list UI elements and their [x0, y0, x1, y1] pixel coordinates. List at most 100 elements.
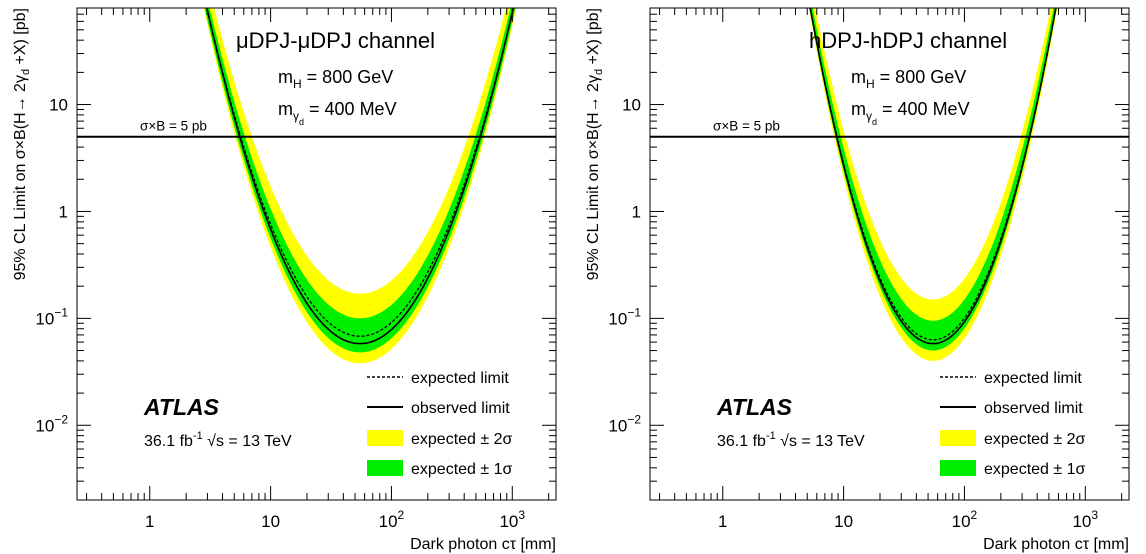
x-tick-label: 10 — [261, 512, 280, 531]
experiment-label: ATLAS — [716, 394, 793, 420]
y-tick-label: 10 — [622, 96, 641, 115]
luminosity-value: 36.1 fb — [717, 433, 766, 450]
y-tick-label: 10−1 — [608, 305, 641, 328]
higgs-mass-label: mH = 800 GeV — [278, 67, 393, 91]
y-tick-label-exp: −2 — [627, 412, 641, 426]
x-tick-label-text: 1 — [718, 512, 727, 531]
luminosity-label: 36.1 fb-1 √s = 13 TeV — [144, 430, 292, 450]
legend-label: expected ± 1σ — [411, 461, 513, 478]
y-tick-label-text: 1 — [59, 202, 68, 221]
channel-label: μDPJ-μDPJ channel — [236, 28, 435, 53]
y-tick-label: 1 — [632, 202, 641, 221]
y-tick-label: 10−1 — [35, 305, 68, 328]
legend-label: expected limit — [411, 370, 509, 387]
energy-value: √s = 13 TeV — [780, 433, 865, 450]
x-tick-label-base: 10 — [952, 512, 971, 531]
plot-area — [203, 8, 517, 364]
axis-ticks — [77, 7, 556, 501]
x-tick-label: 103 — [1072, 508, 1098, 531]
x-tick-label-text: 10 — [834, 512, 853, 531]
x-tick-label: 10 — [834, 512, 853, 531]
experiment-label: ATLAS — [143, 394, 220, 420]
legend-label: expected ± 1σ — [984, 461, 1086, 478]
legend-label: observed limit — [984, 400, 1083, 417]
legend-label: expected ± 2σ — [984, 431, 1086, 448]
y-tick-label-exp: −1 — [627, 305, 641, 319]
y-tick-label: 10 — [49, 96, 68, 115]
x-axis-title: Dark photon cτ [mm] — [983, 536, 1129, 553]
higgs-mass-sub: H — [293, 77, 302, 91]
higgs-mass-symbol: m — [278, 67, 293, 87]
x-tick-label-exp: 2 — [398, 508, 405, 522]
dark-photon-mass-value: = 400 MeV — [304, 99, 397, 119]
x-tick-label: 102 — [952, 508, 978, 531]
x-tick-label-base: 10 — [499, 512, 518, 531]
plot-area — [808, 8, 1058, 361]
y-tick-label-base: 10 — [608, 416, 627, 435]
y-tick-label-exp: −2 — [54, 412, 68, 426]
higgs-mass-value: = 800 GeV — [875, 67, 967, 87]
x-tick-label-exp: 2 — [971, 508, 978, 522]
y-tick-label-exp: −1 — [54, 305, 68, 319]
dark-photon-mass-sub: γ — [866, 109, 872, 123]
higgs-mass-label: mH = 800 GeV — [851, 67, 966, 91]
y-tick-label: 1 — [59, 202, 68, 221]
dark-photon-mass-subsub: d — [299, 117, 304, 127]
legend-swatch-band — [940, 430, 976, 446]
y-axis-title: 95% CL Limit on σ×B(H→ 2γd +X) [pb] — [12, 8, 32, 280]
y-axis-title: 95% CL Limit on σ×B(H→ 2γd +X) [pb] — [585, 8, 605, 280]
x-tick-label-exp: 3 — [518, 508, 525, 522]
y-axis-title-pre: 95% CL Limit on σ×B(H→ 2γ — [12, 75, 29, 280]
y-axis-title-post: +X) [pb] — [585, 8, 602, 69]
luminosity-label: 36.1 fb-1 √s = 13 TeV — [717, 430, 865, 450]
expected-2sigma-band — [203, 8, 517, 364]
legend-label: expected limit — [984, 370, 1082, 387]
reference-line-label: σ×B = 5 pb — [713, 119, 780, 134]
dark-photon-mass-value: = 400 MeV — [877, 99, 970, 119]
luminosity-value: 36.1 fb — [144, 433, 193, 450]
dark-photon-mass-subsub: d — [872, 117, 877, 127]
y-tick-label: 10−2 — [608, 412, 641, 435]
x-tick-label: 1 — [145, 512, 154, 531]
legend: expected limit observed limit expected ± 2… — [367, 370, 513, 478]
expected-2sigma-band — [808, 8, 1058, 361]
y-axis-title-sub: d — [593, 69, 605, 75]
x-tick-label: 102 — [379, 508, 405, 531]
luminosity-exp: -1 — [193, 430, 203, 442]
observed-limit-line — [206, 8, 515, 345]
x-tick-label-text: 1 — [145, 512, 154, 531]
dark-photon-mass-symbol: m — [278, 99, 293, 119]
y-axis-title-post: +X) [pb] — [12, 8, 29, 69]
y-tick-label: 10−2 — [35, 412, 68, 435]
y-axis-title-sub: d — [20, 69, 32, 75]
y-tick-label-base: 10 — [35, 309, 54, 328]
legend-swatch-band — [367, 460, 403, 476]
energy-value: √s = 13 TeV — [207, 433, 292, 450]
dark-photon-mass-label: mγd = 400 MeV — [278, 99, 397, 127]
x-tick-label-base: 10 — [1072, 512, 1091, 531]
observed-limit-line — [809, 8, 1057, 345]
y-tick-label-text: 10 — [622, 96, 641, 115]
higgs-mass-sub: H — [866, 77, 875, 91]
y-tick-label-base: 10 — [35, 416, 54, 435]
higgs-mass-symbol: m — [851, 67, 866, 87]
dark-photon-mass-symbol: m — [851, 99, 866, 119]
legend-label: expected ± 2σ — [411, 431, 513, 448]
x-tick-label-base: 10 — [379, 512, 398, 531]
y-tick-label-base: 10 — [608, 309, 627, 328]
x-tick-label: 1 — [718, 512, 727, 531]
expected-1sigma-band — [809, 8, 1057, 351]
channel-label: hDPJ-hDPJ channel — [809, 28, 1007, 53]
dark-photon-mass-label: mγd = 400 MeV — [851, 99, 970, 127]
higgs-mass-value: = 800 GeV — [302, 67, 394, 87]
x-tick-label-text: 10 — [261, 512, 280, 531]
dark-photon-mass-sub: γ — [293, 109, 299, 123]
axis-ticks — [650, 7, 1129, 501]
y-tick-label-text: 1 — [632, 202, 641, 221]
y-tick-label-text: 10 — [49, 96, 68, 115]
legend-label: observed limit — [411, 400, 510, 417]
reference-line-label: σ×B = 5 pb — [140, 119, 207, 134]
